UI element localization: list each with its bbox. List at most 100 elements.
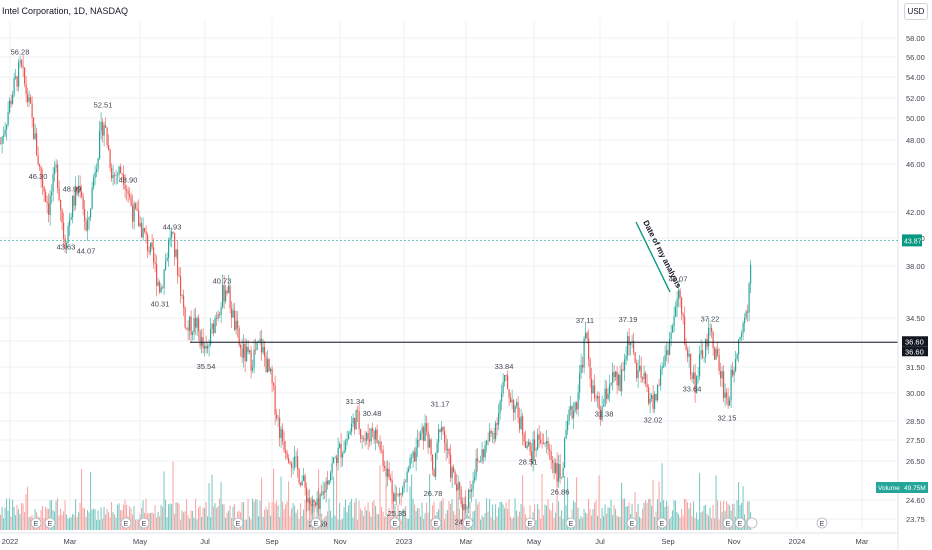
currency-button[interactable]: USD <box>904 3 928 20</box>
volume-bar <box>705 505 707 530</box>
candle-body <box>343 450 345 454</box>
volume-bar <box>643 502 645 530</box>
candle-body <box>262 346 264 353</box>
volume-bar <box>412 498 414 530</box>
candle-body <box>112 174 114 179</box>
candle-body <box>81 191 83 197</box>
volume-bar <box>60 508 62 530</box>
volume-bar <box>328 498 330 530</box>
volume-bar <box>621 482 623 530</box>
volume-bar <box>253 501 255 530</box>
candle-body <box>346 439 348 442</box>
candle-body <box>226 290 228 294</box>
volume-bar <box>729 505 731 530</box>
volume-bar <box>741 503 743 530</box>
volume-bar <box>354 502 356 530</box>
volume-bar <box>162 507 164 530</box>
candle-body <box>46 201 48 204</box>
volume-bar <box>426 502 428 530</box>
candle-body <box>426 423 428 432</box>
volume-bar <box>75 499 77 530</box>
volume-bar <box>555 512 557 530</box>
volume-bars <box>0 454 752 530</box>
volume-bar <box>733 503 735 530</box>
volume-bar <box>510 516 512 530</box>
candle-body <box>496 423 498 425</box>
volume-bar <box>433 501 435 530</box>
candle-body <box>733 370 735 376</box>
candle-body <box>570 406 572 410</box>
volume-bar <box>567 477 569 530</box>
volume-bar <box>702 511 704 530</box>
volume-bar <box>375 505 377 530</box>
candle-body <box>222 285 224 308</box>
volume-bar <box>232 506 234 530</box>
candle-body <box>289 462 291 464</box>
candle-body <box>715 349 717 360</box>
volume-bar <box>634 491 636 530</box>
candle-body <box>145 231 147 235</box>
volume-bar <box>357 519 359 530</box>
x-tick-label: Mar <box>460 537 473 546</box>
volume-bar <box>478 501 480 530</box>
volume-bar <box>120 510 122 530</box>
volume-bar <box>49 500 51 530</box>
price-label: 37.19 <box>619 315 638 324</box>
y-tick-label: 48.00 <box>906 136 925 145</box>
candle-body <box>238 328 240 346</box>
candle-body <box>309 498 311 504</box>
price-label: 40.31 <box>151 299 170 308</box>
volume-bar <box>543 515 545 530</box>
earnings-marker <box>232 517 244 529</box>
volume-bar <box>388 507 390 530</box>
volume-bar <box>706 513 708 530</box>
candle-body <box>280 429 282 438</box>
candle-body <box>393 493 395 502</box>
volume-bar <box>678 514 680 530</box>
volume-bar <box>6 498 8 530</box>
price-label: 32.15 <box>718 414 737 423</box>
candle-body <box>664 355 666 366</box>
candle-body <box>628 336 630 346</box>
volume-bar <box>645 499 647 530</box>
volume-bar <box>504 508 506 530</box>
candle-body <box>105 125 107 128</box>
volume-bar <box>91 509 93 530</box>
candle-body <box>3 135 5 137</box>
candle-body <box>405 481 407 483</box>
candle-body <box>526 445 528 448</box>
candle-body <box>691 374 693 379</box>
candle-body <box>177 249 179 276</box>
volume-bar <box>454 514 456 530</box>
candle-body <box>325 480 327 493</box>
volume-bar <box>580 516 582 530</box>
candle-body <box>673 316 675 327</box>
volume-bar <box>472 511 474 530</box>
candle-body <box>651 395 653 399</box>
candle-body <box>711 327 713 333</box>
candle-body <box>688 353 690 357</box>
candle-body <box>349 431 351 435</box>
candle-body <box>618 374 620 386</box>
candle-body <box>607 393 609 399</box>
candle-body <box>561 477 563 478</box>
candle-body <box>307 498 309 503</box>
candle-body <box>183 295 185 308</box>
candle-body <box>391 480 393 494</box>
candle-body <box>354 417 356 430</box>
candle-body <box>709 327 711 329</box>
candle-body <box>678 290 680 299</box>
volume-bar <box>664 506 666 530</box>
candle-body <box>594 385 596 399</box>
candle-body <box>78 185 80 194</box>
earnings-marker-label: E <box>738 521 743 528</box>
earnings-marker <box>722 517 734 529</box>
candle-body <box>511 400 513 403</box>
volume-bar <box>439 501 441 530</box>
candle-body <box>493 432 495 440</box>
y-tick-label: 28.50 <box>906 417 925 426</box>
volume-bar <box>324 517 326 530</box>
candle-body <box>181 295 183 297</box>
x-tick-label: Jul <box>200 537 210 546</box>
